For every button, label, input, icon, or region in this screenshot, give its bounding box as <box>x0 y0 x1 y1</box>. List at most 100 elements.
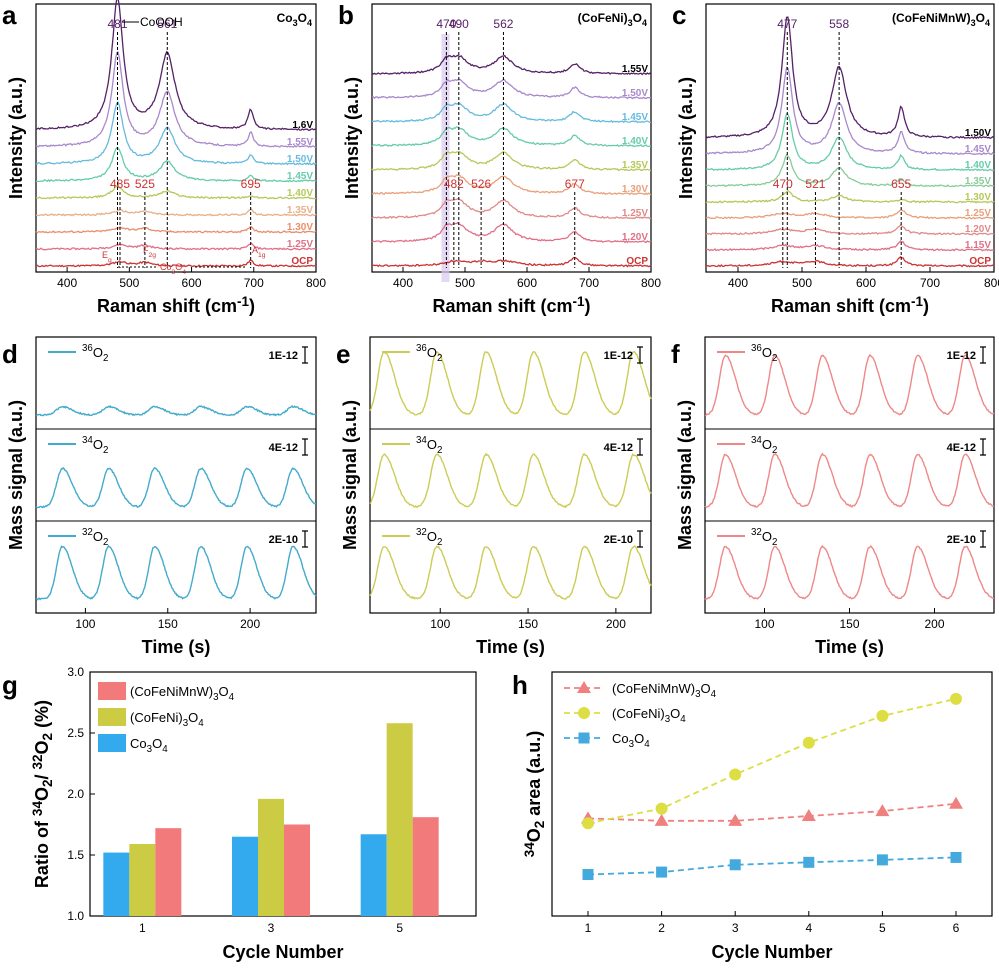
y-axis-title: 34O2 area (a.u.) <box>522 731 547 858</box>
spectrum-1.55V <box>371 54 652 76</box>
annotation-co3o4-part: Co <box>160 262 172 272</box>
y-axis-title: Intensity (a.u.) <box>6 77 26 199</box>
mass-d-xtick-label: 150 <box>158 617 178 631</box>
species-label-part: 2 <box>103 353 108 364</box>
species-label-part: O <box>427 345 437 360</box>
spectrum-1.50V <box>35 101 317 166</box>
x-axis-title-part: ) <box>249 296 255 316</box>
annotation-f2g-part: F <box>143 245 149 255</box>
scale-bar <box>637 438 643 456</box>
x-axis-title-part: Raman shift (cm <box>771 296 911 316</box>
potential-label: 1.35V <box>965 176 991 187</box>
raman-c-frame <box>705 3 995 273</box>
x-tick-label: 1 <box>139 921 146 935</box>
species-label-part: 36 <box>751 343 762 354</box>
legend-label-part: O <box>188 710 198 725</box>
material-label-part: 3 <box>293 18 298 28</box>
bar-Co₃O₄-3 <box>232 836 258 916</box>
raman-panel-b: 400 500 600 700 800 OCP 1.20V 1.25V 1.30V 1.35V 1.… <box>338 0 661 316</box>
legend-label-part: Co <box>130 736 147 751</box>
potential-label: 1.25V <box>622 208 648 219</box>
x-axis-title: Raman shift (cm-1) <box>771 294 929 316</box>
spectrum-1.45V <box>371 102 652 124</box>
legend-label-part: (CoFeNiMnW) <box>130 684 213 699</box>
x-tick-label: 5 <box>396 921 403 935</box>
legend-marker <box>578 707 590 719</box>
potential-label: 1.55V <box>622 64 648 75</box>
peak-label: 655 <box>891 177 911 191</box>
point-(CoFeNi)₃O₄-5 <box>876 709 889 722</box>
x-tick-label: 5 <box>879 921 886 935</box>
point-(CoFeNi)₃O₄-6 <box>950 692 962 705</box>
species-label-part: O <box>762 437 772 452</box>
legend-swatch <box>98 682 126 700</box>
species-label: 32O2 <box>416 527 442 548</box>
x-tick-label: 6 <box>953 921 960 935</box>
bar-(CoFeNiMnW)₃O₄-5 <box>412 817 439 916</box>
legend-label-part: (CoFeNi) <box>130 710 183 725</box>
point-(CoFeNi)₃O₄-1 <box>582 817 594 830</box>
spectrum-1.45V <box>705 66 995 156</box>
y-tick-label: 3.0 <box>67 665 84 679</box>
potential-label: 1.30V <box>622 184 648 195</box>
peak-label: 526 <box>471 177 491 191</box>
y-axis-title-part: Ratio of <box>32 816 52 888</box>
y-axis-title: Intensity (a.u.) <box>676 77 696 199</box>
potential-label: 1.35V <box>622 160 648 171</box>
scale-bar <box>302 346 308 364</box>
potential-label: OCP <box>626 256 648 267</box>
legend-label: (CoFeNiMnW)3O4 <box>130 684 235 703</box>
peak-label: 485 <box>110 177 130 191</box>
species-label: 34O2 <box>751 435 777 456</box>
mass-trace-32O2 <box>35 544 317 601</box>
legend-label-part: 4 <box>680 714 686 725</box>
material-label-part: (CoFeNi) <box>578 11 628 25</box>
legend-label-part: (CoFeNiMnW) <box>612 681 695 696</box>
raman-a-xtick-label: 400 <box>57 276 77 290</box>
scale-bar <box>302 530 308 548</box>
x-axis-title-part: -1 <box>237 294 249 309</box>
peak-label: 562 <box>493 17 513 31</box>
mass-d-xtick-label: 100 <box>75 617 95 631</box>
y-tick-label: 2.5 <box>67 726 84 740</box>
legend-label-part: 3 <box>629 739 634 750</box>
scale-label: 2E-10 <box>947 534 976 546</box>
point-(CoFeNi)₃O₄-4 <box>802 736 815 749</box>
material-label: (CoFeNiMnW)3O4 <box>892 11 990 28</box>
legend-label-part: 3 <box>695 689 700 700</box>
spectrum-1.40V <box>35 184 317 200</box>
raman-c-xtick-label: 500 <box>792 276 812 290</box>
mass-f-xtick-label: 150 <box>839 617 859 631</box>
point-(CoFeNi)₃O₄-2 <box>655 802 668 815</box>
spectrum-1.40V <box>705 112 995 172</box>
species-label-part: 32 <box>751 527 762 538</box>
potential-label: 1.55V <box>287 137 313 148</box>
legend-label-part: (CoFeNi) <box>612 706 665 721</box>
series-line-(CoFeNiMnW)₃O₄ <box>587 802 957 822</box>
scale-label: 4E-12 <box>269 442 298 454</box>
y-axis-title-part: 2 <box>40 780 55 788</box>
legend-label-part: 4 <box>229 692 235 703</box>
x-axis-title-part: ) <box>585 296 591 316</box>
potential-label: OCP <box>291 256 313 267</box>
species-label: 36O2 <box>751 343 777 364</box>
species-label: 32O2 <box>751 527 777 548</box>
mass-trace-32O2 <box>369 545 652 600</box>
y-axis-title-part: 34 <box>30 801 45 817</box>
annotation-a1g-part: A <box>252 245 258 255</box>
spectrum-1.30V <box>705 189 995 204</box>
y-axis-title: Mass signal (a.u.) <box>340 400 360 550</box>
potential-label: 1.20V <box>965 224 991 235</box>
legend-label-part: 3 <box>183 718 188 729</box>
scale-label: 4E-12 <box>604 442 633 454</box>
species-label-part: 2 <box>437 537 442 548</box>
peak-label: 525 <box>135 177 155 191</box>
legend-label: (CoFeNi)3O4 <box>612 706 686 725</box>
spectrum-OCP <box>371 256 652 268</box>
bar-panel-g: 1.01.52.02.53.01 3 5(CoFeNiMnW)3O4(CoFeNi)… <box>2 665 477 962</box>
x-tick-label: 1 <box>585 921 592 935</box>
legend-label-part: O <box>219 684 229 699</box>
y-axis-title-part: 32 <box>30 754 45 769</box>
spectrum-1.15V <box>705 239 995 252</box>
